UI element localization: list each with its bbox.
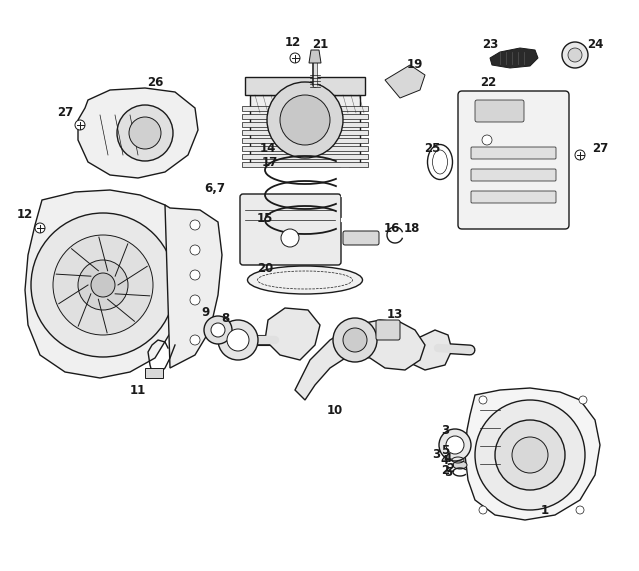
Ellipse shape	[453, 461, 467, 469]
Polygon shape	[265, 308, 320, 360]
Bar	[242, 114, 368, 119]
Circle shape	[190, 245, 200, 255]
Circle shape	[568, 48, 582, 62]
Text: 10: 10	[327, 404, 343, 416]
Text: 18: 18	[404, 222, 420, 235]
Text: 4: 4	[441, 453, 449, 467]
Text: 26: 26	[147, 75, 163, 89]
Text: 11: 11	[130, 384, 146, 396]
Bar	[242, 122, 368, 127]
Text: 13: 13	[387, 308, 403, 321]
Bar	[245, 77, 365, 95]
FancyBboxPatch shape	[471, 147, 556, 159]
Text: 12: 12	[17, 208, 33, 222]
Circle shape	[190, 270, 200, 280]
Text: 4: 4	[444, 452, 452, 464]
Bar	[242, 154, 368, 159]
Text: 2: 2	[446, 461, 454, 475]
Circle shape	[576, 506, 584, 514]
Circle shape	[579, 396, 587, 404]
Polygon shape	[25, 190, 182, 378]
Polygon shape	[465, 388, 600, 520]
Circle shape	[190, 295, 200, 305]
Ellipse shape	[247, 266, 362, 294]
Circle shape	[78, 260, 128, 310]
Circle shape	[53, 235, 153, 335]
Text: 8: 8	[221, 312, 229, 324]
Text: 3: 3	[432, 448, 440, 461]
Text: 14: 14	[260, 142, 276, 155]
FancyBboxPatch shape	[376, 320, 400, 340]
Circle shape	[204, 316, 232, 344]
Polygon shape	[309, 50, 321, 63]
Bar	[250, 95, 360, 165]
FancyBboxPatch shape	[458, 91, 569, 229]
Bar	[145, 368, 163, 378]
Text: 2: 2	[441, 464, 449, 477]
Text: 21: 21	[312, 38, 328, 51]
Text: 27: 27	[592, 142, 608, 155]
Text: 5: 5	[444, 465, 452, 478]
Circle shape	[75, 120, 85, 130]
Polygon shape	[400, 330, 452, 370]
Text: 3: 3	[441, 424, 449, 436]
Circle shape	[479, 396, 487, 404]
Circle shape	[280, 95, 330, 145]
Text: 9: 9	[201, 307, 209, 320]
Bar	[242, 130, 368, 135]
Text: 22: 22	[480, 75, 496, 89]
Bar	[242, 106, 368, 111]
Text: 5: 5	[441, 444, 449, 456]
Circle shape	[190, 335, 200, 345]
Circle shape	[267, 82, 343, 158]
FancyBboxPatch shape	[240, 194, 341, 265]
FancyBboxPatch shape	[343, 231, 379, 245]
Polygon shape	[295, 320, 425, 400]
Text: 23: 23	[482, 38, 498, 50]
Circle shape	[190, 220, 200, 230]
Bar	[242, 146, 368, 151]
Bar	[242, 162, 368, 167]
Circle shape	[482, 135, 492, 145]
Circle shape	[562, 42, 588, 68]
Text: 1: 1	[541, 504, 549, 517]
FancyBboxPatch shape	[471, 169, 556, 181]
Circle shape	[333, 318, 377, 362]
Polygon shape	[385, 65, 425, 98]
Circle shape	[495, 420, 565, 490]
Circle shape	[343, 328, 367, 352]
Text: 16: 16	[384, 222, 400, 235]
Circle shape	[117, 105, 173, 161]
Polygon shape	[165, 205, 222, 368]
Text: 15: 15	[257, 211, 273, 224]
Circle shape	[439, 429, 471, 461]
Bar	[242, 138, 368, 143]
Text: 24: 24	[587, 38, 603, 50]
Circle shape	[31, 213, 175, 357]
Text: 6,7: 6,7	[204, 182, 226, 195]
Circle shape	[35, 223, 45, 233]
Circle shape	[290, 53, 300, 63]
Circle shape	[211, 323, 225, 337]
Text: 17: 17	[262, 155, 278, 168]
Polygon shape	[78, 88, 198, 178]
Text: 12: 12	[285, 35, 301, 49]
Polygon shape	[490, 48, 538, 68]
FancyBboxPatch shape	[471, 191, 556, 203]
Text: 27: 27	[57, 106, 73, 119]
Circle shape	[512, 437, 548, 473]
Circle shape	[575, 150, 585, 160]
Circle shape	[446, 436, 464, 454]
Circle shape	[281, 229, 299, 247]
Text: 25: 25	[424, 142, 440, 155]
Circle shape	[218, 320, 258, 360]
Circle shape	[227, 329, 249, 351]
Text: 19: 19	[407, 58, 423, 71]
Text: 20: 20	[257, 262, 273, 275]
Circle shape	[475, 400, 585, 510]
Circle shape	[479, 506, 487, 514]
Circle shape	[91, 273, 115, 297]
Circle shape	[129, 117, 161, 149]
FancyBboxPatch shape	[475, 100, 524, 122]
